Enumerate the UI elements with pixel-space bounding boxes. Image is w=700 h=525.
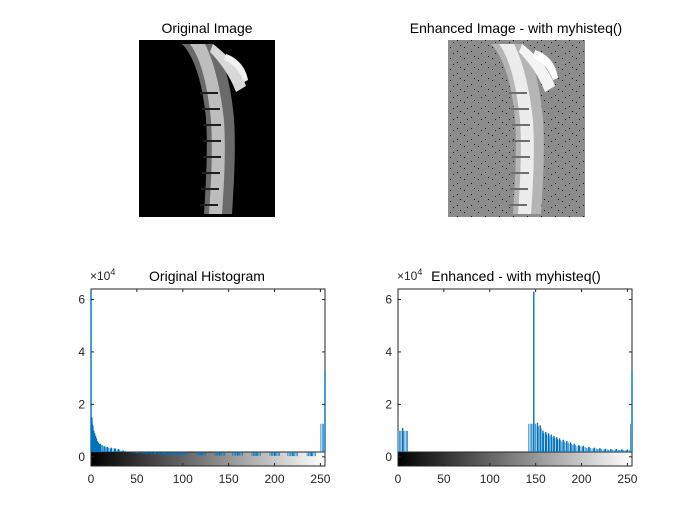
- y-tick-label: 6: [385, 292, 392, 306]
- enhanced-histogram-title: Enhanced - with myhisteq(): [431, 268, 601, 284]
- grayscale-colorbar: [397, 451, 633, 467]
- mri-spine-enhanced: [491, 44, 558, 214]
- original-image: [139, 40, 275, 217]
- grayscale-colorbar: [90, 451, 326, 467]
- x-tick-label: 0: [395, 472, 402, 486]
- y-tick-label: 2: [385, 397, 392, 411]
- y-tick-label: 6: [78, 292, 85, 306]
- x-tick-label: 250: [617, 472, 637, 486]
- x-tick-label: 100: [480, 472, 500, 486]
- y-exponent-label: ×104: [90, 267, 115, 283]
- original-histogram-title: Original Histogram: [149, 268, 265, 284]
- original-histogram: 0 50 100 150 200 250 0 2 4 6 ×104: [78, 267, 330, 486]
- x-tick-label: 50: [130, 472, 144, 486]
- axes-box: [397, 288, 633, 467]
- mri-spine-original: [182, 44, 248, 214]
- y-tick-label: 0: [78, 450, 85, 464]
- y-exponent-label: ×104: [397, 267, 422, 283]
- x-tick-label: 50: [437, 472, 451, 486]
- y-tick-label: 4: [78, 345, 85, 359]
- x-tick-label: 200: [265, 472, 285, 486]
- x-tick-label: 0: [88, 472, 95, 486]
- enhanced-histogram: 0 50 100 150 200 250 0 2 4 6 ×104: [385, 267, 637, 486]
- x-tick-label: 100: [173, 472, 193, 486]
- y-tick-label: 2: [78, 397, 85, 411]
- enhanced-image: [448, 40, 585, 217]
- axes-box: [90, 288, 326, 467]
- y-tick-label: 0: [385, 450, 392, 464]
- original-image-title: Original Image: [161, 20, 252, 36]
- x-tick-label: 150: [526, 472, 546, 486]
- enhanced-image-title: Enhanced Image - with myhisteq(): [410, 20, 622, 36]
- x-tick-label: 250: [310, 472, 330, 486]
- y-tick-label: 4: [385, 345, 392, 359]
- x-tick-label: 150: [219, 472, 239, 486]
- x-tick-label: 200: [572, 472, 592, 486]
